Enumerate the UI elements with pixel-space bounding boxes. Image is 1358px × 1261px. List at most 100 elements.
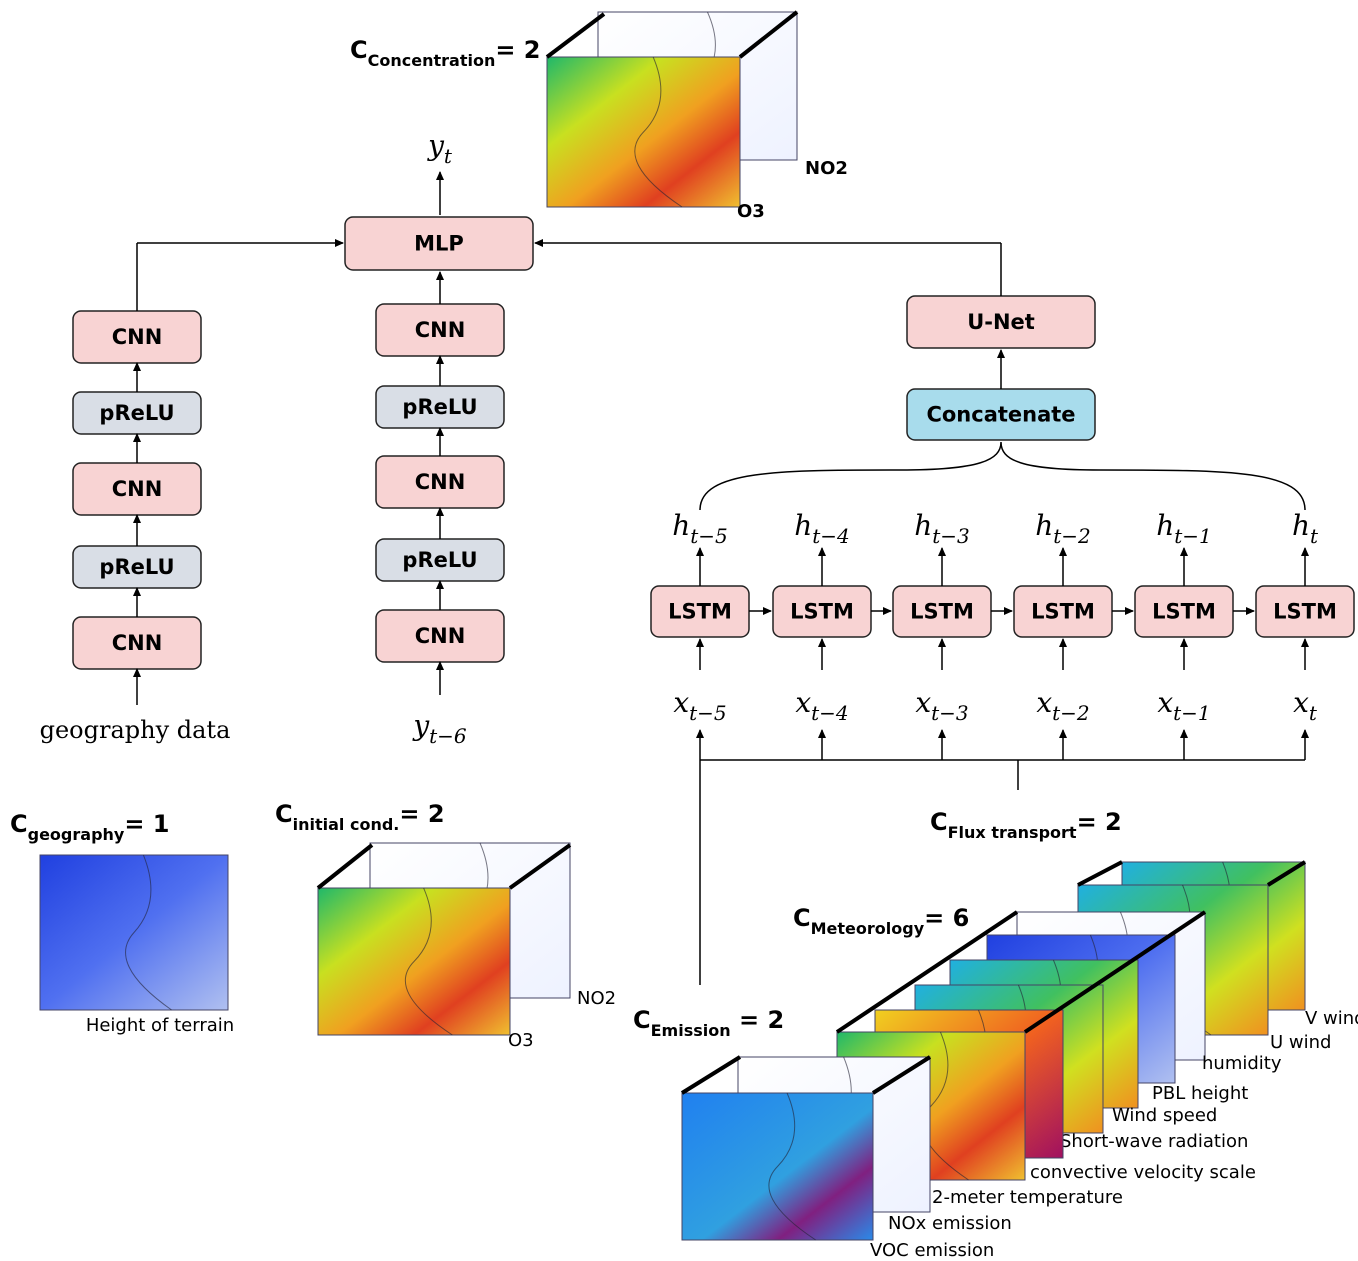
block-label: CNN bbox=[415, 470, 466, 494]
layer-label: humidity bbox=[1202, 1053, 1282, 1074]
symbol-sub: t−5 bbox=[690, 524, 728, 548]
symbol-sub: t−4 bbox=[811, 701, 849, 725]
symbol-rest: = 6 bbox=[924, 904, 969, 932]
symbol-base: x bbox=[1157, 686, 1173, 719]
symbol-rest: = 2 bbox=[495, 36, 540, 64]
symbol-sub: t−2 bbox=[1052, 701, 1090, 725]
symbol-base: h bbox=[1156, 509, 1174, 542]
block-label: MLP bbox=[414, 232, 464, 256]
layer-label: 2-meter temperature bbox=[932, 1187, 1123, 1208]
symbol: yt−6 bbox=[411, 709, 467, 748]
stack-edge bbox=[682, 1057, 740, 1093]
symbol-base: h bbox=[914, 509, 932, 542]
symbol: ht−4 bbox=[794, 509, 850, 548]
symbol-base: h bbox=[794, 509, 812, 542]
block-label: U-Net bbox=[967, 310, 1035, 334]
block-label: LSTM bbox=[1152, 600, 1216, 624]
symbol-rest: = 2 bbox=[399, 800, 444, 828]
symbol-base: x bbox=[673, 686, 689, 719]
block-label: CNN bbox=[415, 624, 466, 648]
symbol-rest: = 2 bbox=[731, 1006, 785, 1034]
symbol-sub: t−5 bbox=[689, 701, 727, 725]
block-label: LSTM bbox=[668, 600, 732, 624]
block-label: CNN bbox=[112, 325, 163, 349]
symbol: Cinitial cond.= 2 bbox=[275, 800, 445, 834]
stack-edge bbox=[318, 845, 372, 888]
symbol: xt bbox=[1293, 686, 1318, 725]
layer-label: V wind bbox=[1305, 1008, 1358, 1029]
symbol: xt−4 bbox=[795, 686, 848, 725]
block-label: Concatenate bbox=[926, 403, 1075, 427]
symbol-sub: t bbox=[1310, 524, 1319, 548]
symbol-base: C bbox=[10, 810, 28, 838]
symbol-base: C bbox=[930, 808, 948, 836]
symbol-sub: Concentration bbox=[368, 51, 496, 70]
layer-label: NO2 bbox=[805, 158, 848, 179]
symbol: ht−3 bbox=[914, 509, 970, 548]
symbol-base: h bbox=[1292, 509, 1310, 542]
block-label: pReLU bbox=[402, 548, 477, 572]
symbol: CFlux transport= 2 bbox=[930, 808, 1122, 842]
symbol-sub: t−3 bbox=[931, 701, 969, 725]
layer-label: NOx emission bbox=[888, 1213, 1012, 1234]
layer-label: Height of terrain bbox=[86, 1015, 234, 1036]
input-label: geography data bbox=[40, 716, 231, 744]
symbol-base: y bbox=[411, 709, 430, 742]
layer-label: O3 bbox=[737, 201, 765, 222]
symbol-base: x bbox=[915, 686, 931, 719]
symbol-base: x bbox=[1036, 686, 1052, 719]
symbol-sub: t−4 bbox=[812, 524, 850, 548]
symbol-base: h bbox=[1035, 509, 1053, 542]
symbol-base: C bbox=[633, 1006, 651, 1034]
symbol-base: x bbox=[795, 686, 811, 719]
symbol-sub: t−6 bbox=[429, 724, 467, 748]
symbol-sub: t bbox=[444, 144, 453, 168]
symbol: Cgeography= 1 bbox=[10, 810, 170, 844]
symbol-sub: initial cond. bbox=[293, 815, 400, 834]
symbol-sub: geography bbox=[28, 825, 125, 844]
layer-label: O3 bbox=[508, 1030, 534, 1051]
block-label: LSTM bbox=[910, 600, 974, 624]
symbol: ht bbox=[1292, 509, 1319, 548]
block-label: LSTM bbox=[1031, 600, 1095, 624]
stack-edge bbox=[1078, 862, 1122, 885]
symbol-base: C bbox=[793, 904, 811, 932]
symbol-rest: = 1 bbox=[124, 810, 169, 838]
symbol-sub: Flux transport bbox=[948, 823, 1077, 842]
layer-label: Wind speed bbox=[1112, 1105, 1217, 1126]
symbol: yt bbox=[426, 129, 453, 168]
block-label: CNN bbox=[415, 318, 466, 342]
layer-label: PBL height bbox=[1152, 1083, 1248, 1104]
symbol-sub: Emission bbox=[651, 1021, 731, 1040]
block-label: CNN bbox=[112, 477, 163, 501]
block-label: CNN bbox=[112, 631, 163, 655]
symbol-sub: t bbox=[1309, 701, 1318, 725]
block-label: pReLU bbox=[402, 395, 477, 419]
stack-edge bbox=[547, 14, 604, 57]
symbol: xt−1 bbox=[1157, 686, 1210, 725]
symbol-base: y bbox=[426, 129, 445, 162]
symbol: CConcentration= 2 bbox=[350, 36, 541, 70]
diagram: ytMLPCNNpReLUCNNpReLUCNNgeography dataCN… bbox=[0, 0, 1358, 1261]
symbol: ht−2 bbox=[1035, 509, 1091, 548]
block-label: LSTM bbox=[790, 600, 854, 624]
symbol: xt−3 bbox=[915, 686, 968, 725]
symbol-base: x bbox=[1293, 686, 1309, 719]
layer-label: convective velocity scale bbox=[1030, 1162, 1256, 1183]
layer-label: U wind bbox=[1270, 1032, 1331, 1053]
symbol-rest: = 2 bbox=[1077, 808, 1122, 836]
symbol: xt−5 bbox=[673, 686, 726, 725]
block-label: LSTM bbox=[1273, 600, 1337, 624]
symbol-base: h bbox=[672, 509, 690, 542]
symbol-sub: t−2 bbox=[1053, 524, 1091, 548]
symbol: ht−1 bbox=[1156, 509, 1212, 548]
layer-label: NO2 bbox=[577, 988, 616, 1009]
layer-label: Short-wave radiation bbox=[1060, 1131, 1248, 1152]
symbol-sub: t−1 bbox=[1174, 524, 1212, 548]
layer-label: VOC emission bbox=[870, 1240, 994, 1261]
symbol-sub: Meteorology bbox=[811, 919, 925, 938]
block-label: pReLU bbox=[99, 401, 174, 425]
symbol-sub: t−1 bbox=[1173, 701, 1211, 725]
symbol-base: C bbox=[275, 800, 293, 828]
block-label: pReLU bbox=[99, 555, 174, 579]
